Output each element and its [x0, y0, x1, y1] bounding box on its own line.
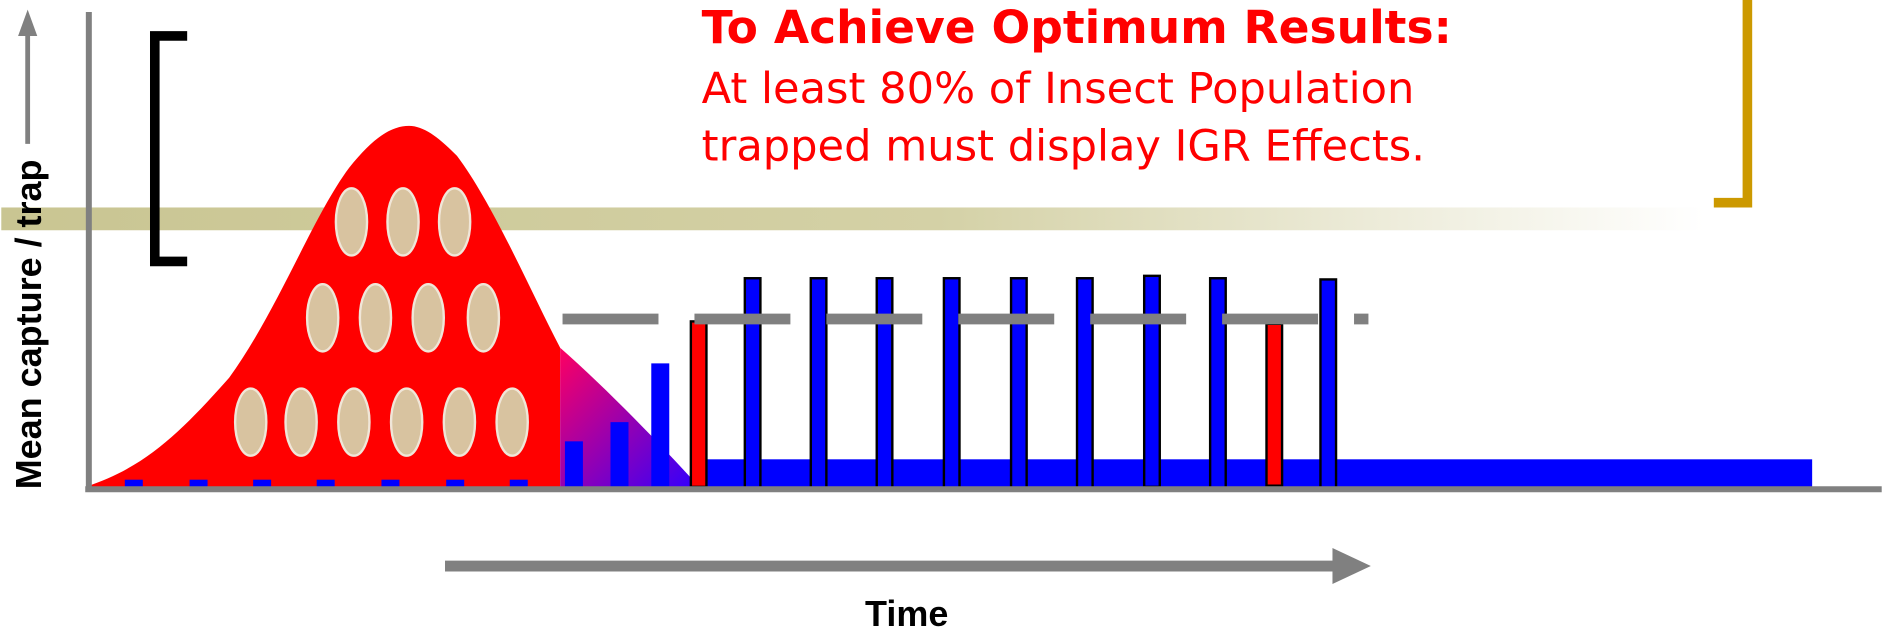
x-axis-label: Time	[865, 593, 948, 634]
insects	[233, 187, 529, 457]
y-axis-label: Mean capture / trap	[8, 159, 49, 489]
time-arrowhead	[1332, 548, 1371, 585]
rising-bars	[564, 363, 670, 487]
callout-title: To Achieve Optimum Results:	[702, 1, 1452, 54]
y-arrowhead	[18, 9, 38, 36]
base-bar	[706, 459, 1813, 490]
base-marks	[124, 479, 528, 487]
bracket-right	[1713, 0, 1753, 208]
threshold-band	[1, 207, 1705, 231]
callout-line: trapped must display IGR Effects.	[702, 122, 1425, 172]
callout-line: At least 80% of Insect Population	[702, 64, 1415, 114]
bracket-left	[149, 31, 188, 267]
red-bars	[689, 320, 1284, 489]
tall-bars	[743, 274, 1338, 492]
